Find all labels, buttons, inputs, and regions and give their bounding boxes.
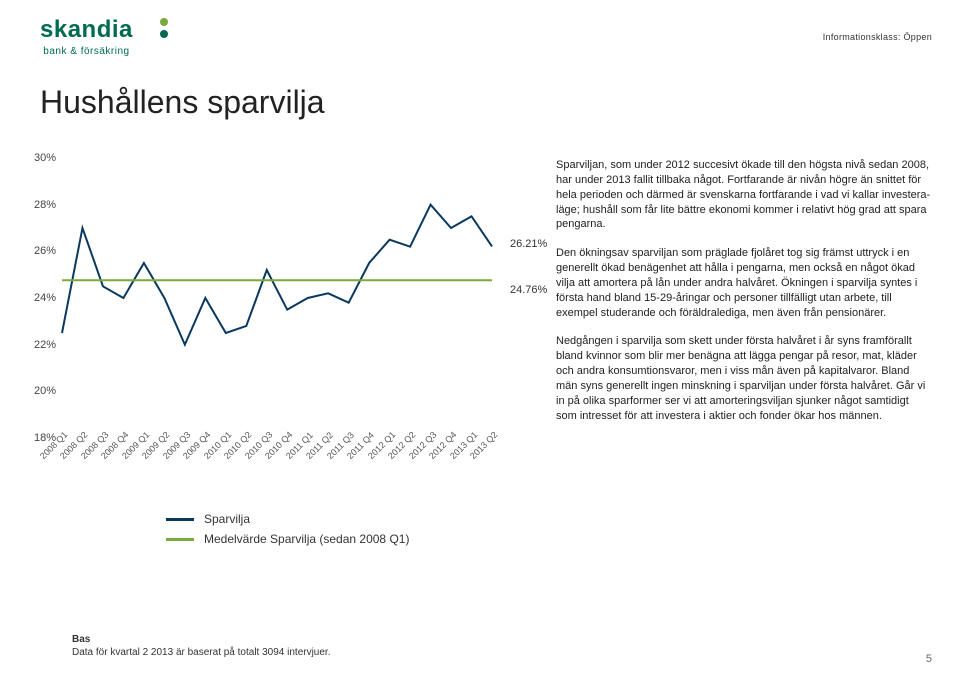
footnote-bold: Bas: [72, 634, 90, 645]
legend-swatch-medel: [166, 538, 194, 541]
y-tick-label: 24%: [26, 292, 56, 304]
chart-svg: [62, 158, 492, 438]
brand-dots: [160, 18, 168, 38]
footnote-text: Data för kvartal 2 2013 är baserat på to…: [72, 647, 331, 658]
series-sparvilja-line: [62, 205, 492, 345]
legend-label-sparvilja: Sparvilja: [204, 512, 250, 526]
brand-subtitle: bank & försäkring: [40, 46, 133, 57]
y-tick-label: 20%: [26, 385, 56, 397]
page-number: 5: [926, 653, 932, 665]
paragraph-3: Nedgången i sparvilja som skett under fö…: [556, 334, 932, 423]
y-tick-label: 22%: [26, 339, 56, 351]
y-tick-label: 30%: [26, 152, 56, 164]
legend-swatch-sparvilja: [166, 518, 194, 521]
plot-area: [62, 158, 492, 438]
legend-label-medel: Medelvärde Sparvilja (sedan 2008 Q1): [204, 532, 409, 546]
legend-item-medel: Medelvärde Sparvilja (sedan 2008 Q1): [166, 532, 409, 546]
legend: Sparvilja Medelvärde Sparvilja (sedan 20…: [166, 512, 409, 552]
sparvilja-chart: Sparvilja Medelvärde Sparvilja (sedan 20…: [26, 158, 522, 578]
paragraph-1: Sparviljan, som under 2012 succesivt öka…: [556, 158, 932, 232]
page-title: Hushållens sparvilja: [40, 84, 325, 121]
brand-dot-bottom: [160, 30, 168, 38]
footnote: Bas Data för kvartal 2 2013 är baserat p…: [72, 633, 331, 659]
brand-logo: skandia bank & försäkring: [40, 16, 133, 57]
callout-a: 26.21%: [510, 238, 547, 250]
y-tick-label: 26%: [26, 245, 56, 257]
brand-dot-top: [160, 18, 168, 26]
info-class: Informationsklass: Öppen: [823, 32, 932, 42]
paragraph-2: Den ökningsav sparviljan som präglade fj…: [556, 246, 932, 320]
legend-item-sparvilja: Sparvilja: [166, 512, 409, 526]
callout-b: 24.76%: [510, 284, 547, 296]
body-text: Sparviljan, som under 2012 succesivt öka…: [556, 158, 932, 438]
y-tick-label: 28%: [26, 199, 56, 211]
brand-name: skandia: [40, 16, 133, 44]
